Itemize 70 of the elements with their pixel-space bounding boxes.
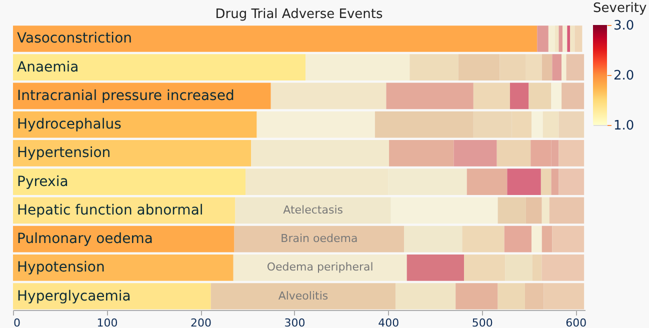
data-label: Atelectasis — [283, 203, 344, 216]
bar — [13, 140, 252, 166]
bar — [510, 82, 529, 110]
y-tick-label: Hypertension — [17, 145, 111, 162]
x-tick-label: 400 — [378, 316, 400, 328]
color-bar-label: 3.0 — [614, 18, 634, 34]
bar — [505, 254, 532, 281]
data-label: Alveolitis — [278, 289, 328, 302]
y-tick-label: Hydrocephalus — [17, 116, 122, 133]
x-tick-label: 200 — [190, 316, 212, 328]
x-tick-label: 300 — [284, 316, 306, 328]
data-label: Brain oedema — [280, 232, 358, 246]
bar — [496, 140, 531, 166]
bar — [507, 168, 541, 195]
y-tick-label: Pyrexia — [17, 174, 68, 190]
bar — [233, 254, 407, 281]
y-tick-label: Hypotension — [17, 260, 105, 276]
bar — [549, 197, 584, 224]
bar — [566, 54, 584, 81]
bar — [562, 82, 584, 110]
bar — [256, 111, 375, 138]
bar — [473, 82, 510, 110]
bar — [551, 168, 559, 195]
x-tick-label: 600 — [566, 316, 587, 328]
y-tick-label: Pulmonary oedema — [17, 231, 154, 248]
y-tick-label: Anaemia — [17, 59, 79, 76]
chart-title: Drug Trial Adverse Events — [215, 7, 383, 22]
bar — [462, 226, 504, 252]
bar — [406, 254, 464, 281]
bar — [396, 283, 456, 310]
bar — [498, 197, 526, 224]
bar — [567, 26, 570, 52]
bar — [542, 111, 559, 138]
color-bar-label: 1.0 — [614, 118, 634, 134]
data-label: Oedema peripheral — [266, 260, 374, 274]
x-tick-label: 100 — [96, 316, 118, 328]
bar — [13, 54, 306, 81]
bar — [558, 111, 584, 138]
color-bar-title: Severity — [593, 1, 647, 16]
y-tick-label: Vasoconstriction — [17, 30, 132, 47]
bar — [13, 168, 246, 195]
bar — [13, 26, 538, 52]
bar — [13, 111, 257, 138]
bar — [386, 82, 474, 110]
bar — [234, 226, 404, 252]
bar — [532, 254, 542, 281]
color-bar-label: 2.0 — [614, 68, 634, 84]
bar — [13, 283, 211, 310]
y-tick-label: Hyperglycaemia — [17, 288, 131, 304]
bar — [210, 283, 396, 310]
bar — [554, 26, 559, 52]
bar — [570, 26, 575, 52]
x-tick-label: 0 — [14, 316, 20, 328]
bar — [528, 82, 552, 110]
bar — [270, 82, 386, 110]
bar — [552, 226, 584, 252]
bar — [540, 168, 552, 195]
y-tick-label: Hepatic function abnormal — [17, 202, 204, 218]
bar — [464, 254, 506, 281]
bar — [13, 254, 234, 281]
bar — [574, 26, 582, 52]
bar — [456, 283, 498, 310]
bar — [498, 283, 525, 310]
x-tick-label: 500 — [472, 316, 493, 328]
bar — [504, 226, 532, 252]
y-tick-label: Intracranial pressure increased — [17, 88, 234, 104]
bar — [251, 140, 390, 166]
bar — [558, 140, 584, 166]
bar — [558, 168, 584, 195]
bar — [410, 54, 458, 81]
